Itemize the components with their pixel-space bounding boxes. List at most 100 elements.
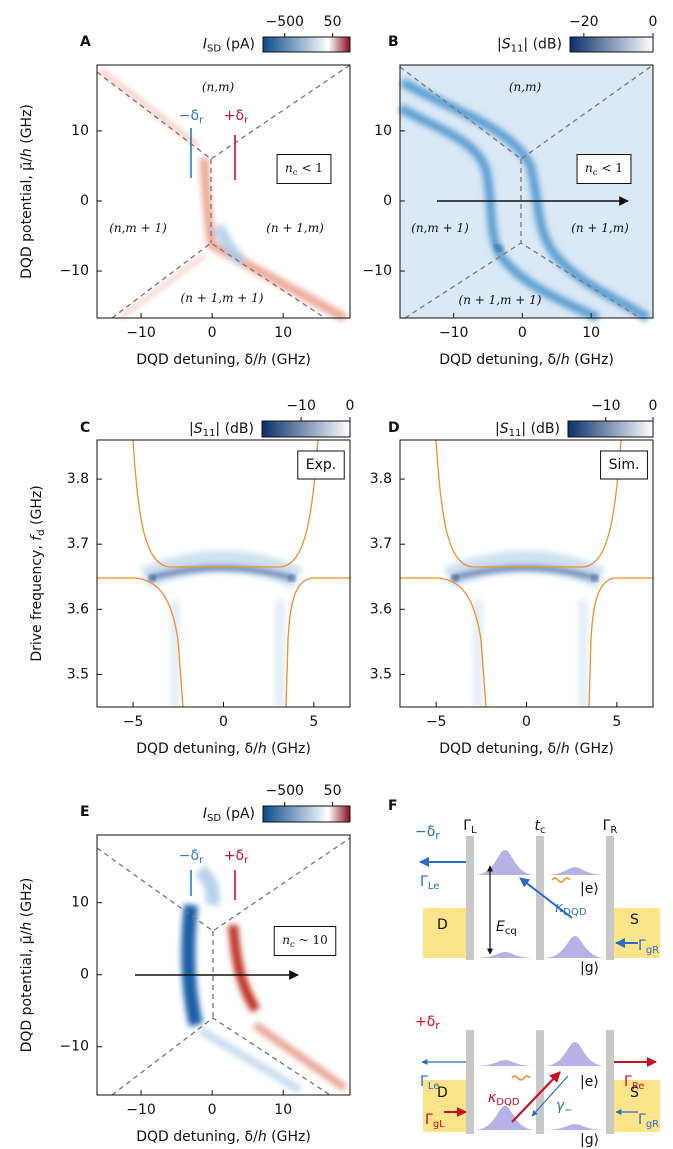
panel-letter: E <box>80 804 90 820</box>
barrier-label: ΓL <box>463 818 477 836</box>
x-axis-label: DQD detuning, δ/h (GHz) <box>136 741 311 757</box>
label-part: Drive frequency, <box>29 541 45 662</box>
annotation: (n + 1,m) <box>266 221 324 235</box>
t: c <box>540 825 546 836</box>
colorbar-tick-label: 50 <box>324 14 342 30</box>
y-tick-label: −10 <box>362 263 392 279</box>
annotation: +δr <box>224 848 249 866</box>
energy-label: Ecq <box>496 919 517 937</box>
label-part: DQD detuning, δ/ <box>136 352 258 368</box>
rate-label: κDQD <box>488 1090 520 1108</box>
x-tick-label: 5 <box>612 714 621 730</box>
rate-label: ΓgL <box>425 1112 445 1130</box>
y-tick-label: 3.6 <box>67 601 89 617</box>
annotation: (n + 1,m) <box>571 221 629 235</box>
t: Γ <box>603 818 611 834</box>
label-part: < 1 <box>598 161 623 175</box>
colorbar-tick-label: −10 <box>286 398 316 414</box>
x-tick-label: −10 <box>126 325 156 341</box>
y-tick-label: 0 <box>80 967 89 983</box>
label-part: (pA) <box>221 806 255 822</box>
t: r <box>435 829 440 842</box>
label-part: DQD detuning, δ/ <box>136 1129 258 1145</box>
y-tick-label: 10 <box>71 123 89 139</box>
colorbar <box>262 805 351 823</box>
colorbar-label: |S11| (dB) <box>495 421 560 439</box>
label-part: S <box>194 421 203 437</box>
x-axis-label: DQD detuning, δ/h (GHz) <box>439 352 614 368</box>
state-label: |e⟩ <box>580 1074 599 1090</box>
colorbar-tick-label: −500 <box>266 783 304 799</box>
label-part: (GHz) <box>19 878 35 922</box>
lead-label: S <box>630 912 639 928</box>
label-part: S <box>502 37 511 53</box>
heatmap-b <box>397 64 654 323</box>
annotation: (n + 1,m + 1) <box>459 293 542 307</box>
t: κ <box>555 900 564 916</box>
x-tick-label: 0 <box>219 714 228 730</box>
label-part: (GHz) <box>267 741 311 757</box>
t: R <box>610 825 617 836</box>
label-part: | <box>495 421 500 437</box>
label-part: DQD potential, μ̄/ <box>19 930 35 1052</box>
rate-label: ΓRe <box>624 1074 644 1092</box>
label-part: DQD detuning, δ/ <box>136 741 258 757</box>
label-part: | <box>189 421 194 437</box>
annotation: (n,m) <box>202 80 235 94</box>
rate-label: γ− <box>556 1098 573 1116</box>
plot-frame <box>96 439 351 708</box>
x-tick-label: 10 <box>582 325 600 341</box>
t: Re <box>632 1081 645 1092</box>
label-part: I <box>203 37 207 53</box>
y-tick-label: 3.8 <box>370 471 392 487</box>
label-part: r <box>244 115 249 126</box>
barrier-label: tc <box>535 818 546 836</box>
y-tick-label: 3.7 <box>67 536 89 552</box>
label-part: +δ <box>224 848 244 864</box>
t: Γ <box>463 818 471 834</box>
x-axis-label: DQD detuning, δ/h (GHz) <box>136 1129 311 1145</box>
t: γ <box>556 1098 565 1114</box>
label-part: f <box>29 534 45 541</box>
y-tick-label: 3.8 <box>67 471 89 487</box>
label-part: DQD potential, μ̄/ <box>19 157 35 279</box>
t: − <box>564 1105 572 1116</box>
panel-letter: D <box>388 420 400 436</box>
label-part: Sim. <box>609 457 640 473</box>
label-part: (GHz) <box>267 352 311 368</box>
colorbar <box>569 36 654 53</box>
colorbar-tick-label: −10 <box>591 398 621 414</box>
label-part: 11 <box>203 428 216 439</box>
y-axis-label: DQD potential, μ̄/h (GHz) <box>19 878 35 1053</box>
label-part: S <box>500 421 509 437</box>
colorbar <box>262 36 351 53</box>
t: gR <box>646 945 659 956</box>
x-tick-label: −5 <box>123 714 144 730</box>
annotation-box <box>297 450 345 480</box>
label-part: (n,m) <box>509 80 542 94</box>
annotation: −δr <box>179 848 204 866</box>
colorbar-tick-label: −500 <box>266 14 304 30</box>
colorbar <box>567 420 654 438</box>
y-tick-label: 0 <box>383 193 392 209</box>
t: Γ <box>638 1112 646 1128</box>
label-part: (GHz) <box>570 352 614 368</box>
x-tick-label: 0 <box>522 714 531 730</box>
state-label: |g⟩ <box>580 1132 599 1148</box>
label-part: 11 <box>511 44 524 55</box>
annotation: nc ~ 10 <box>282 933 328 950</box>
label-part: I <box>203 806 207 822</box>
annotation: +δr <box>224 108 249 126</box>
t: Γ <box>425 1112 433 1128</box>
annotation: nc < 1 <box>285 161 323 178</box>
label-part: DQD detuning, δ/ <box>439 741 561 757</box>
t: Γ <box>638 938 646 954</box>
state-label: |g⟩ <box>580 960 599 976</box>
rate-label: ΓLe <box>420 1074 439 1092</box>
y-axis-label: DQD potential, μ̄/h (GHz) <box>19 104 35 279</box>
rate-label: ΓLe <box>420 874 439 892</box>
x-axis-label: DQD detuning, δ/h (GHz) <box>439 741 614 757</box>
t: DQD <box>496 1097 520 1108</box>
label-part: ~ 10 <box>295 933 328 947</box>
t: Γ <box>420 1074 428 1090</box>
